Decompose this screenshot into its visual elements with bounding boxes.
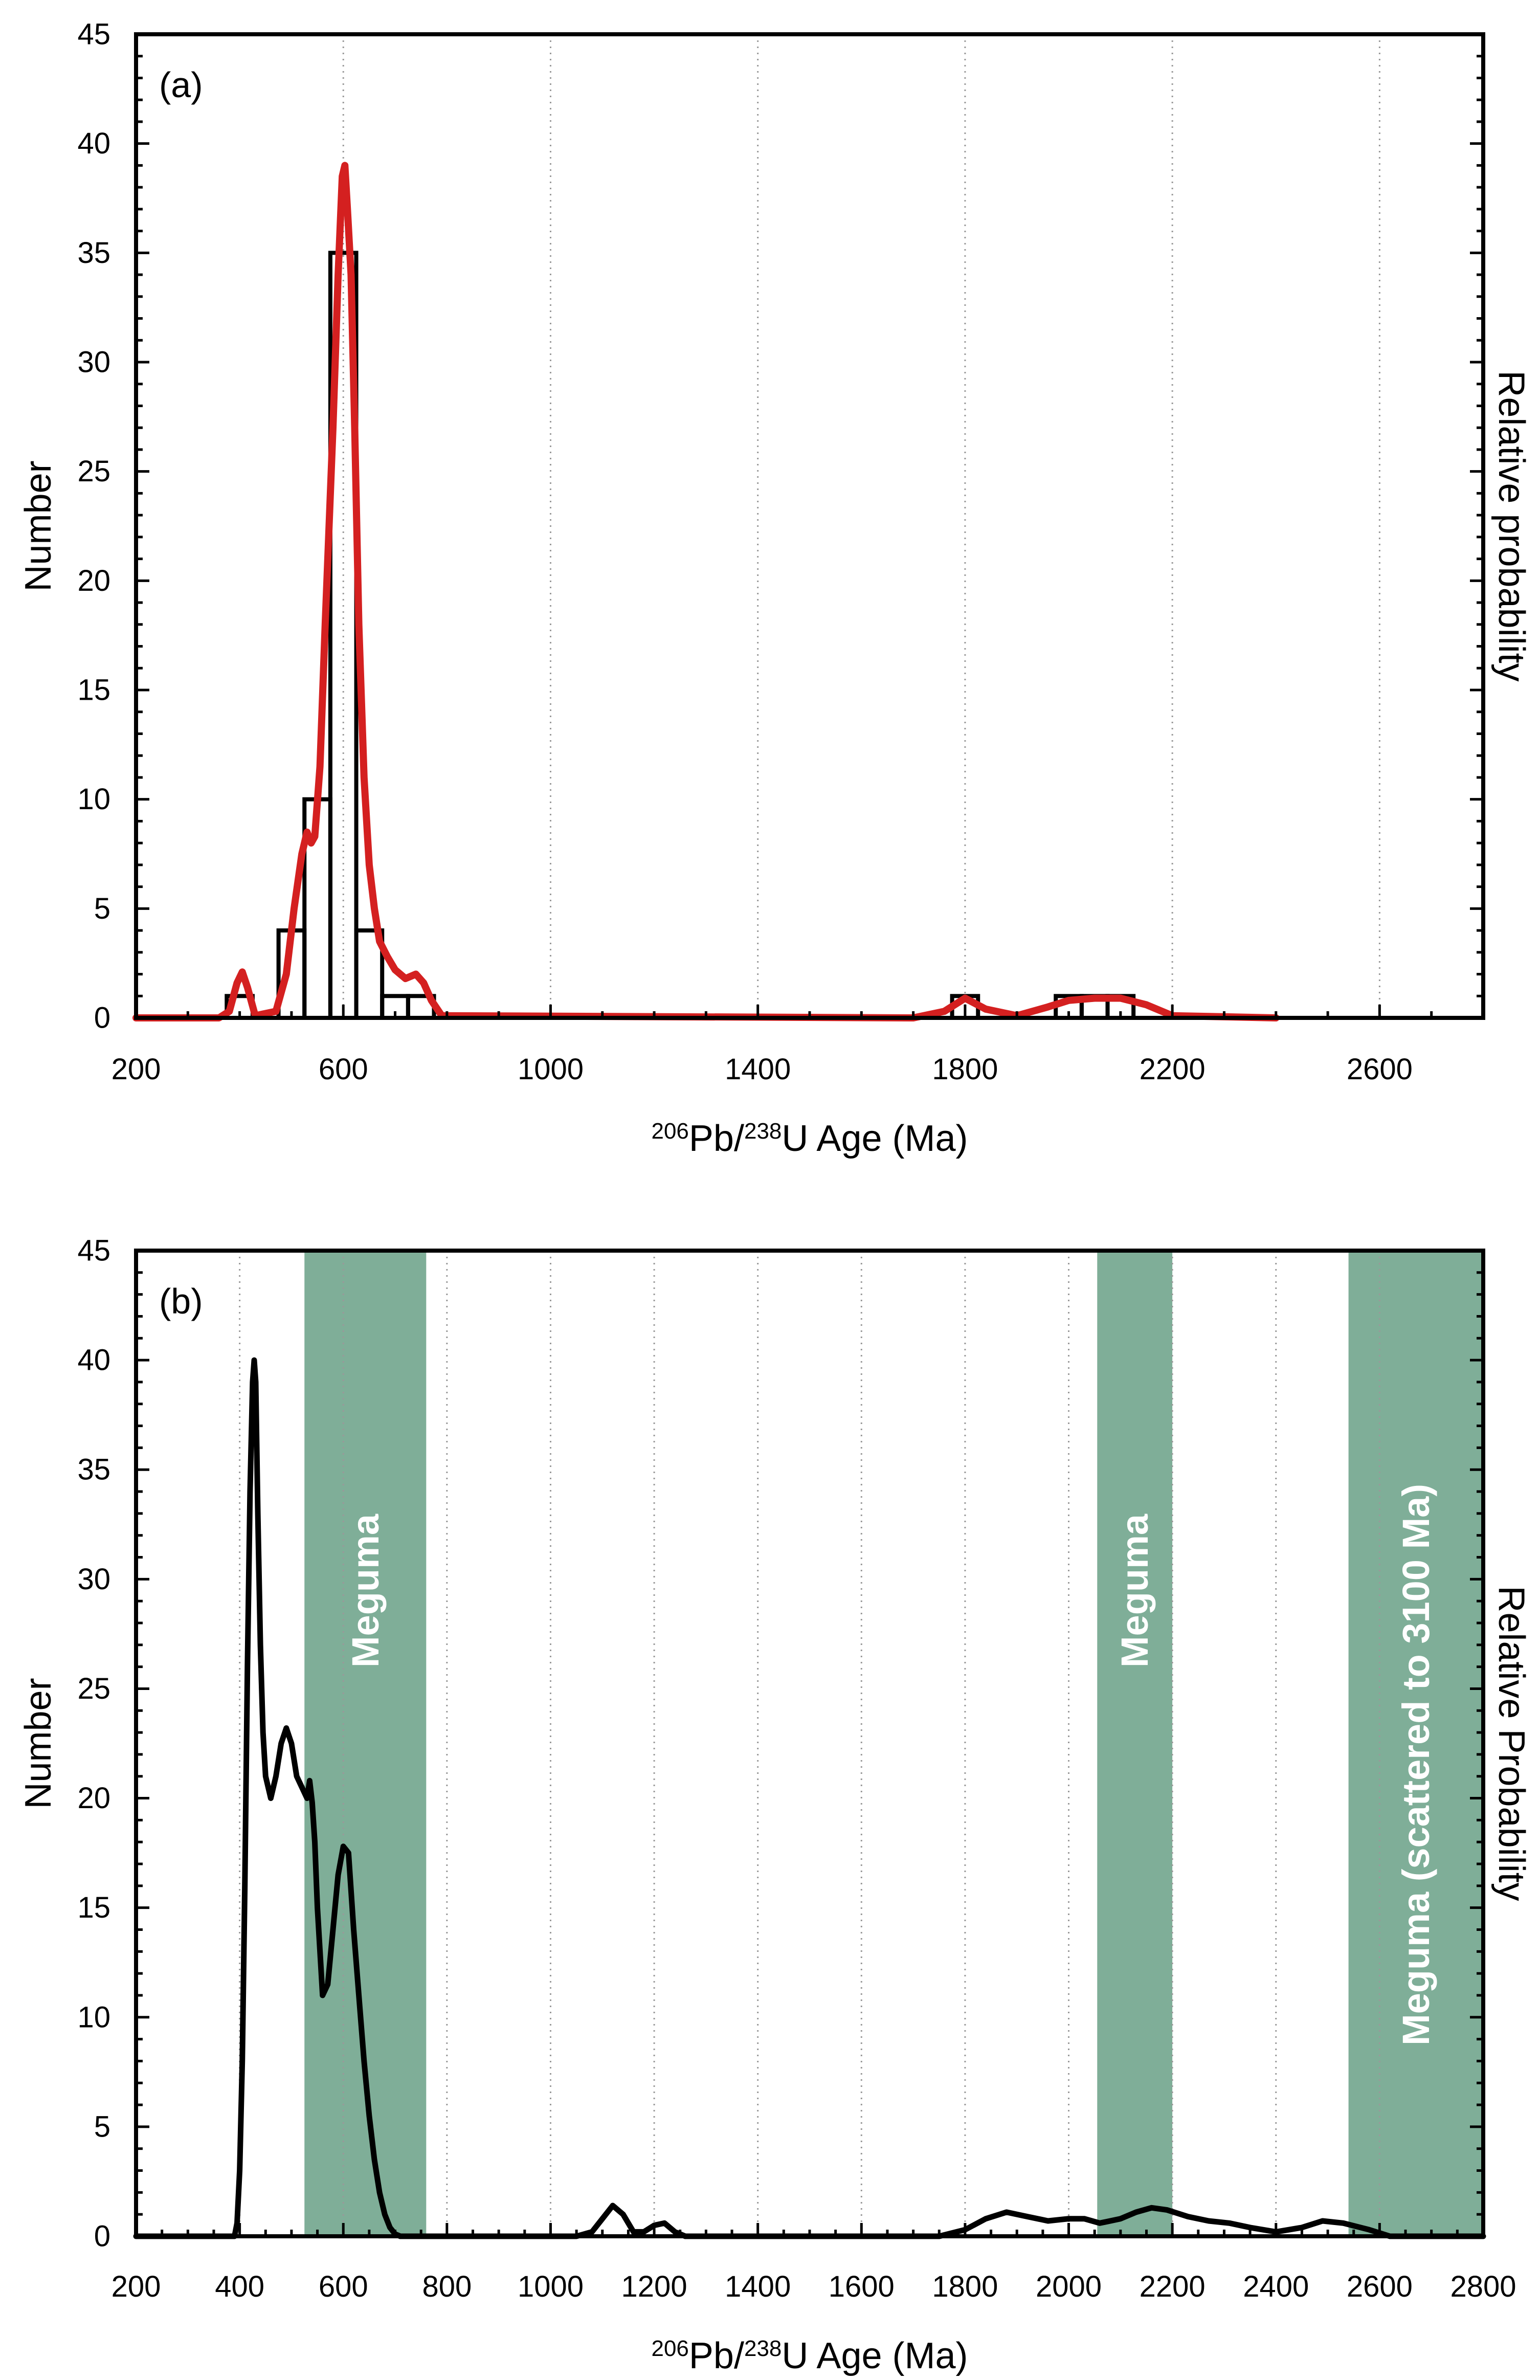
y-tick-label: 40 <box>77 127 110 160</box>
y-tick-label: 20 <box>77 1782 110 1815</box>
shaded-band <box>1097 1251 1173 2236</box>
x-tick-label: 600 <box>319 2270 368 2303</box>
y-tick-label: 25 <box>77 1672 110 1705</box>
x-tick-label: 600 <box>319 1053 368 1086</box>
x-tick-label: 2800 <box>1450 2270 1516 2303</box>
x-tick-label: 2200 <box>1140 2270 1206 2303</box>
y-tick-label: 5 <box>94 892 110 925</box>
y-tick-label: 15 <box>77 674 110 707</box>
x-axis-title-superscript: 206 <box>651 1119 688 1144</box>
x-tick-label: 1400 <box>725 1053 791 1086</box>
y-tick-label: 10 <box>77 783 110 816</box>
y-tick-label: 45 <box>77 1234 110 1267</box>
y-tick-label: 0 <box>94 1002 110 1035</box>
x-tick-label: 200 <box>111 1053 161 1086</box>
x-axis-title-text: U Age (Ma) <box>782 2335 968 2376</box>
y-tick-label: 20 <box>77 564 110 597</box>
x-tick-label: 2200 <box>1140 1053 1206 1086</box>
y-tick-label: 0 <box>94 2220 110 2253</box>
x-axis-title-superscript: 238 <box>744 2336 782 2361</box>
y-tick-label: 5 <box>94 2110 110 2143</box>
x-axis-title-superscript: 206 <box>651 2336 688 2361</box>
x-tick-label: 2400 <box>1243 2270 1309 2303</box>
x-tick-label: 2000 <box>1036 2270 1102 2303</box>
y-tick-label: 45 <box>77 18 110 51</box>
x-tick-label: 1600 <box>829 2270 895 2303</box>
panel-label: (a) <box>159 65 203 105</box>
x-tick-label: 2600 <box>1347 2270 1413 2303</box>
y-tick-label: 35 <box>77 236 110 270</box>
y-tick-label: 30 <box>77 346 110 379</box>
x-axis-title-text: Pb/ <box>689 1118 744 1159</box>
x-tick-label: 1200 <box>621 2270 687 2303</box>
band-label: Meguma <box>344 1514 387 1667</box>
shaded-band <box>1348 1251 1483 2236</box>
x-axis-title: 206Pb/238U Age (Ma) <box>651 2335 968 2376</box>
x-tick-label: 2600 <box>1347 1053 1413 1086</box>
y-tick-label: 40 <box>77 1344 110 1377</box>
y-tick-label: 35 <box>77 1453 110 1486</box>
x-axis-title: 206Pb/238U Age (Ma) <box>651 1118 968 1159</box>
y-tick-label: 25 <box>77 455 110 488</box>
panel-a-chart: 0 5 10 15 20 25 30 35 40 45 200 600 1000 1400 1800 2200… <box>18 18 1532 1160</box>
x-tick-label: 1800 <box>932 2270 998 2303</box>
x-tick-label: 200 <box>111 2270 161 2303</box>
x-axis-title-superscript: 238 <box>744 1119 782 1144</box>
panel-label: (b) <box>159 1281 203 1321</box>
y-tick-label: 10 <box>77 2000 110 2034</box>
x-tick-label: 400 <box>215 2270 264 2303</box>
x-tick-label: 1400 <box>725 2270 791 2303</box>
x-tick-label: 1000 <box>518 2270 584 2303</box>
x-tick-label: 1800 <box>932 1053 998 1086</box>
y-axis-title: Number <box>18 460 59 591</box>
y-tick-label: 15 <box>77 1891 110 1924</box>
panel-b-chart: Meguma Meguma Meguma (scattered to 3100 Ma… <box>18 1234 1532 2377</box>
y2-axis-title: Relative probability <box>1491 370 1532 681</box>
band-label: Meguma <box>1113 1514 1156 1667</box>
x-tick-label: 800 <box>422 2270 472 2303</box>
y-axis-title: Number <box>18 1678 59 1809</box>
x-axis-title-text: Pb/ <box>689 2335 744 2376</box>
y2-axis-title: Relative Probability <box>1491 1586 1532 1901</box>
x-axis-title-text: U Age (Ma) <box>782 1118 968 1159</box>
band-label: Meguma (scattered to 3100 Ma) <box>1395 1484 1437 2045</box>
x-tick-label: 1000 <box>518 1053 584 1086</box>
probability-curve <box>132 162 1280 1021</box>
probability-curve <box>133 1357 1486 2239</box>
y-tick-label: 30 <box>77 1563 110 1596</box>
